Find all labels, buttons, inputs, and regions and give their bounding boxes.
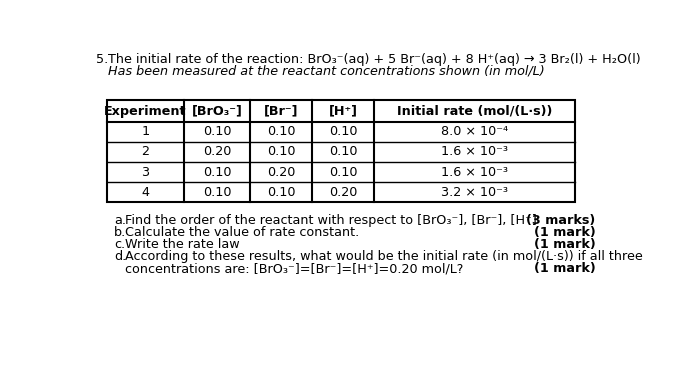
Text: The initial rate of the reaction: BrO₃⁻(aq) + 5 Br⁻(aq) + 8 H⁺(aq) → 3 Br₂(l) + : The initial rate of the reaction: BrO₃⁻(… bbox=[108, 53, 641, 66]
Text: c.: c. bbox=[114, 238, 126, 251]
Text: 0.10: 0.10 bbox=[329, 165, 357, 179]
Text: Experiment: Experiment bbox=[104, 105, 187, 118]
Text: Has been measured at the reactant concentrations shown (in mol/L): Has been measured at the reactant concen… bbox=[108, 64, 545, 77]
Text: 1.6 × 10⁻³: 1.6 × 10⁻³ bbox=[441, 146, 508, 158]
Text: d.: d. bbox=[114, 250, 126, 263]
Text: [Br⁻]: [Br⁻] bbox=[263, 105, 298, 118]
Text: Initial rate (mol/(L·s)): Initial rate (mol/(L·s)) bbox=[397, 105, 552, 118]
Text: (1 mark): (1 mark) bbox=[534, 262, 595, 275]
Text: concentrations are: [BrO₃⁻]=[Br⁻]=[H⁺]=0.20 mol/L?: concentrations are: [BrO₃⁻]=[Br⁻]=[H⁺]=0… bbox=[125, 262, 464, 275]
Text: 0.20: 0.20 bbox=[203, 146, 232, 158]
Text: 0.10: 0.10 bbox=[203, 165, 232, 179]
Text: 3.2 × 10⁻³: 3.2 × 10⁻³ bbox=[441, 186, 508, 199]
Text: (1 mark): (1 mark) bbox=[534, 238, 595, 251]
Text: 1: 1 bbox=[141, 125, 149, 138]
Text: 0.10: 0.10 bbox=[329, 125, 357, 138]
Bar bbox=[107, 100, 574, 202]
Text: [BrO₃⁻]: [BrO₃⁻] bbox=[191, 105, 242, 118]
Text: Find the order of the reactant with respect to [BrO₃⁻], [Br⁻], [H⁺]: Find the order of the reactant with resp… bbox=[125, 215, 537, 227]
Text: Calculate the value of rate constant.: Calculate the value of rate constant. bbox=[125, 226, 359, 239]
Text: 2: 2 bbox=[141, 146, 149, 158]
Text: 0.10: 0.10 bbox=[267, 186, 295, 199]
Text: b.: b. bbox=[114, 226, 126, 239]
Text: 0.10: 0.10 bbox=[203, 186, 232, 199]
Text: 0.20: 0.20 bbox=[329, 186, 357, 199]
Text: 8.0 × 10⁻⁴: 8.0 × 10⁻⁴ bbox=[441, 125, 508, 138]
Text: 0.10: 0.10 bbox=[203, 125, 232, 138]
Text: 5.: 5. bbox=[96, 53, 108, 66]
Text: 0.20: 0.20 bbox=[267, 165, 295, 179]
Text: a.: a. bbox=[114, 215, 126, 227]
Text: 0.10: 0.10 bbox=[267, 125, 295, 138]
Text: 0.10: 0.10 bbox=[329, 146, 357, 158]
Text: 1.6 × 10⁻³: 1.6 × 10⁻³ bbox=[441, 165, 508, 179]
Text: 4: 4 bbox=[141, 186, 149, 199]
Text: [H⁺]: [H⁺] bbox=[329, 105, 357, 118]
Text: 3: 3 bbox=[141, 165, 149, 179]
Text: 0.10: 0.10 bbox=[267, 146, 295, 158]
Text: Write the rate law: Write the rate law bbox=[125, 238, 240, 251]
Text: (3 marks): (3 marks) bbox=[526, 215, 595, 227]
Text: According to these results, what would be the initial rate (in mol/(L·s)) if all: According to these results, what would b… bbox=[125, 250, 643, 263]
Text: (1 mark): (1 mark) bbox=[534, 226, 595, 239]
